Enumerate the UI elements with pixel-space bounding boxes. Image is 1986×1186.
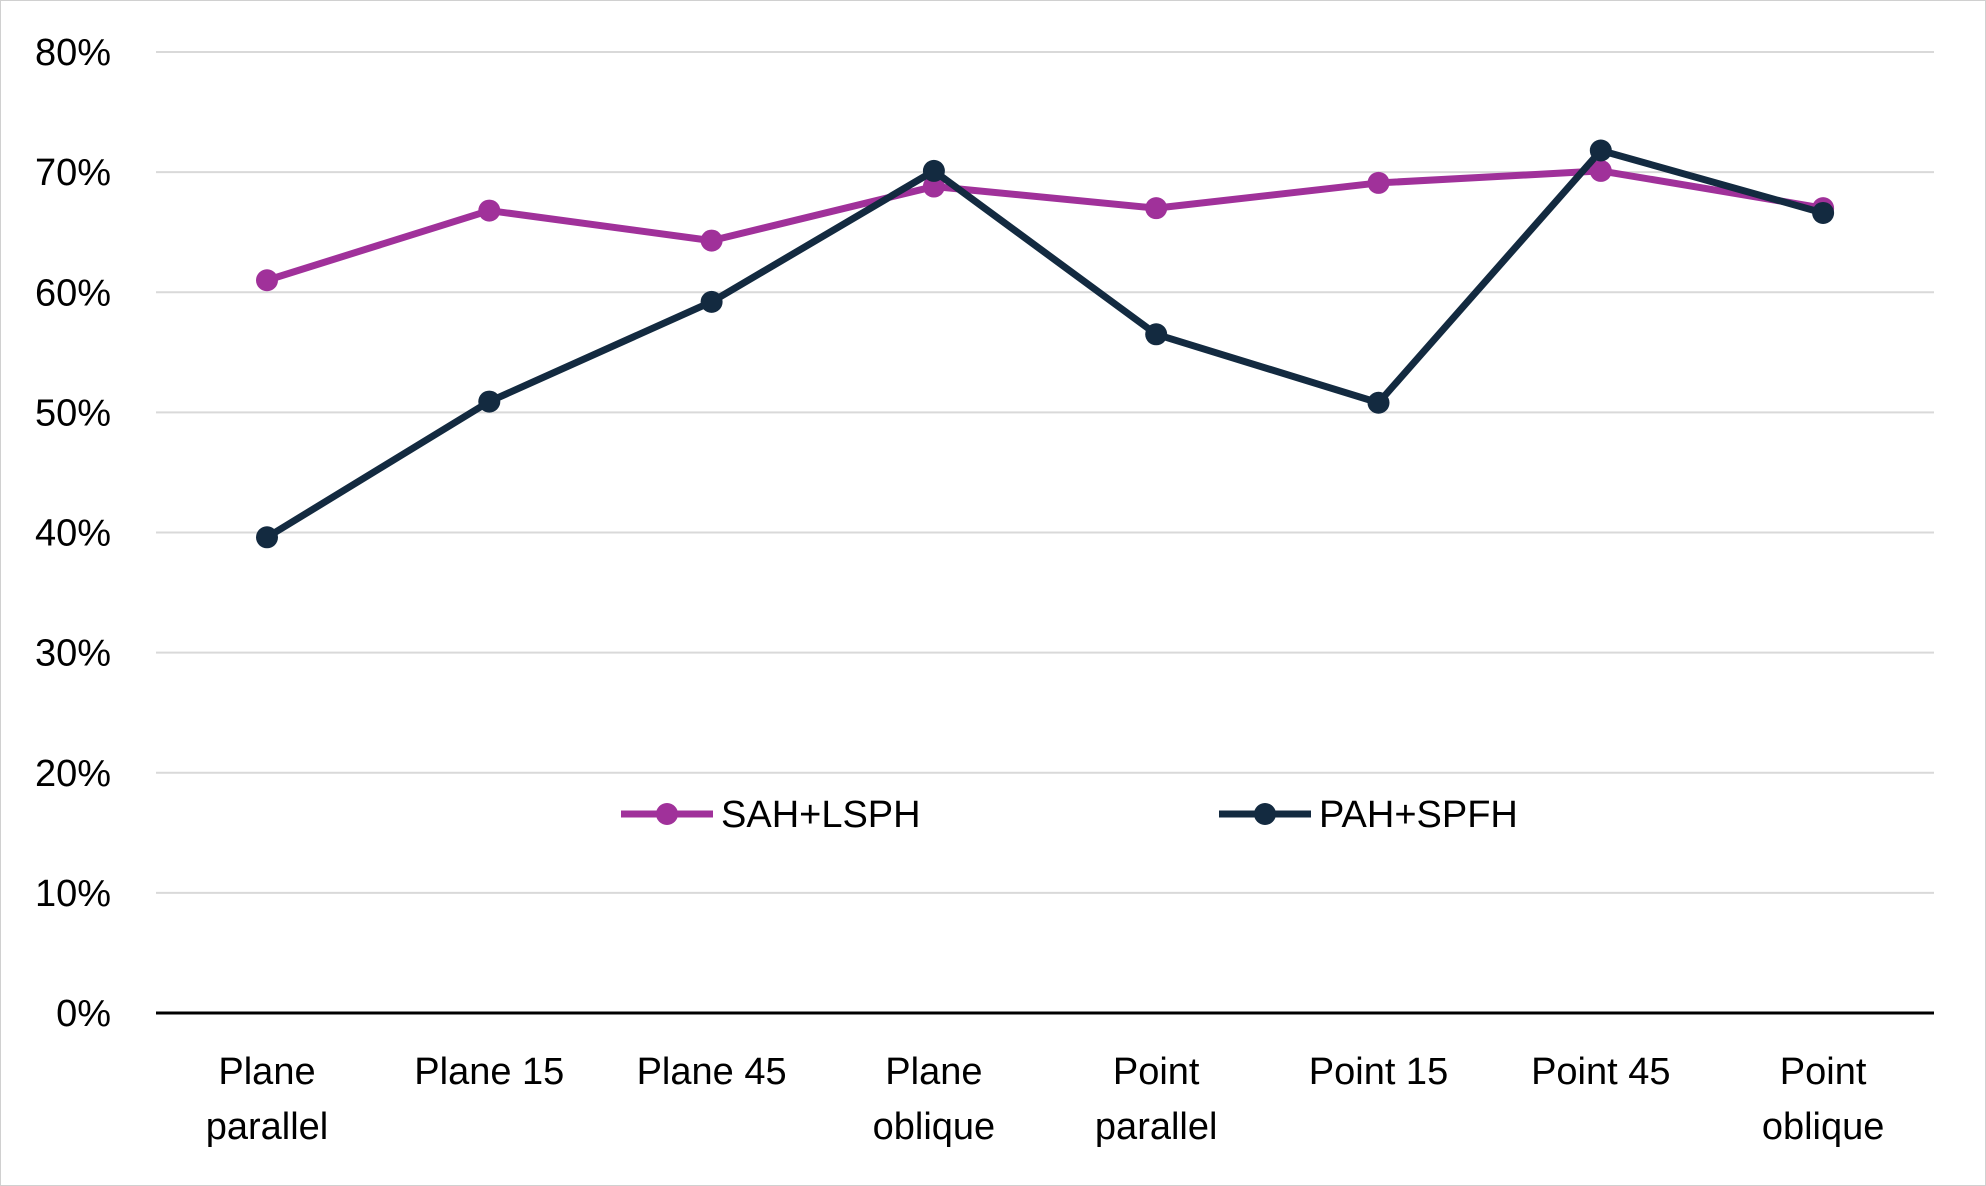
x-tick-label: Plane 45 — [637, 1051, 787, 1093]
y-tick-label: 80% — [35, 32, 111, 74]
y-tick-label: 30% — [35, 633, 111, 675]
data-point — [1145, 197, 1168, 220]
x-tick-label: Point oblique — [1762, 1051, 1885, 1148]
legend: SAH+LSPH PAH+SPFH — [621, 794, 1518, 836]
legend-swatch-marker — [656, 803, 678, 825]
data-point — [1145, 323, 1168, 346]
legend-item: PAH+SPFH — [1219, 794, 1518, 836]
series-line — [263, 167, 1827, 284]
x-tick-label: Plane parallel — [206, 1051, 329, 1148]
data-point — [256, 269, 278, 292]
data-point — [1367, 171, 1390, 194]
y-tick-label: 70% — [35, 152, 111, 194]
series-1 — [256, 159, 1835, 292]
gridlines — [156, 51, 1934, 894]
x-tick-label: Plane oblique — [873, 1051, 996, 1148]
series-lines — [256, 139, 1835, 549]
legend-item: SAH+LSPH — [621, 794, 921, 836]
data-point — [478, 199, 501, 222]
series-2 — [256, 139, 1835, 549]
y-tick-label: 40% — [35, 513, 111, 555]
y-tick-label: 50% — [35, 392, 111, 434]
data-point — [1589, 139, 1612, 162]
data-point — [1589, 159, 1612, 182]
x-tick-label: Plane 15 — [414, 1051, 564, 1093]
legend-label: PAH+SPFH — [1319, 794, 1518, 836]
series-line — [263, 147, 1827, 541]
data-point — [700, 229, 723, 252]
x-tick-label: Point parallel — [1095, 1051, 1218, 1148]
x-tick-label: Point 15 — [1309, 1051, 1448, 1093]
data-point — [1812, 201, 1835, 224]
y-tick-label: 60% — [35, 272, 111, 314]
data-point — [478, 390, 501, 413]
data-point — [256, 526, 278, 549]
legend-swatch-marker — [1254, 803, 1276, 825]
y-tick-label: 20% — [35, 753, 111, 795]
data-point — [922, 175, 945, 198]
data-point — [1367, 391, 1390, 414]
y-tick-label: 0% — [56, 993, 111, 1035]
y-tick-label: 10% — [35, 873, 111, 915]
x-tick-label: Point 45 — [1531, 1051, 1670, 1093]
legend-label: SAH+LSPH — [721, 794, 921, 836]
axes: 0% 10% 20% 30% 40% 50% 60% 70% 80% Plane parallel P… — [35, 32, 1934, 1148]
data-point — [922, 159, 945, 182]
data-point — [700, 290, 723, 313]
